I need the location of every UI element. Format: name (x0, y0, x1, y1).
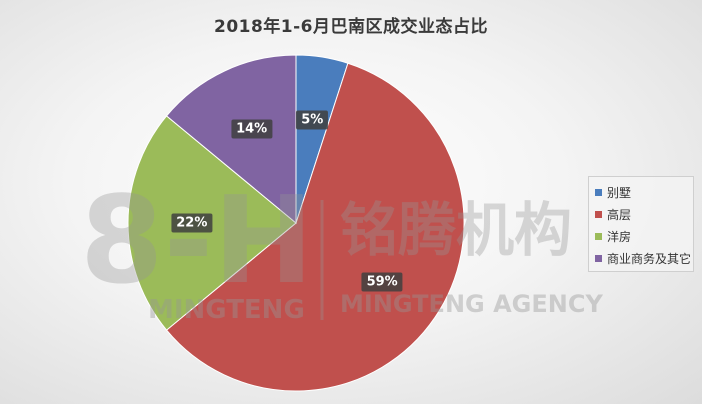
data-label: 5% (296, 110, 329, 130)
data-label: 14% (231, 119, 273, 139)
data-label: 22% (171, 213, 213, 233)
legend-item: 商业商务及其它 (595, 247, 693, 269)
legend-swatch (595, 232, 602, 240)
slice-commercial (165, 54, 297, 225)
legend-item: 别墅 (595, 181, 693, 203)
slice-highrise (165, 62, 465, 392)
legend-label: 高层 (607, 207, 632, 222)
legend-item: 洋房 (595, 225, 693, 247)
legend-swatch (595, 210, 602, 218)
data-label: 59% (361, 272, 403, 292)
legend: 别墅 高层 洋房 商业商务及其它 (588, 176, 694, 272)
legend-label: 别墅 (607, 185, 632, 200)
legend-item: 高层 (595, 203, 693, 225)
chart-title: 2018年1-6月巴南区成交业态占比 (213, 17, 489, 37)
legend-label: 商业商务及其它 (607, 251, 692, 266)
legend-label: 洋房 (607, 229, 632, 244)
legend-swatch (595, 254, 602, 262)
legend-swatch (595, 188, 602, 196)
